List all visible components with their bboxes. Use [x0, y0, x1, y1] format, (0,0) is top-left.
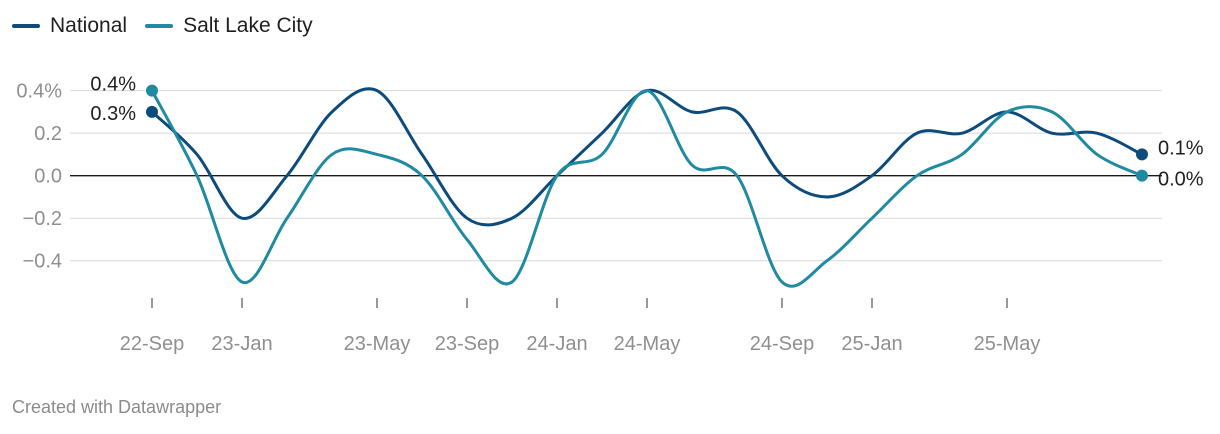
- label-layer: 0.3% 0.1% 0.4% 0.0%: [90, 74, 1203, 191]
- end-label-national: 0.1%: [1158, 137, 1204, 159]
- legend-item-national: National: [12, 14, 127, 38]
- start-point-salt-lake-city: [146, 84, 158, 97]
- series-layer: [146, 84, 1148, 288]
- series-line-salt-lake-city: [150, 89, 1144, 288]
- legend-label-national: National: [50, 14, 128, 37]
- x-tick-label: 23-Jan: [211, 333, 272, 355]
- x-tick-label: 22-Sep: [120, 333, 185, 355]
- grid-layer: 0.4% 0.2 0.0 −0.2 −0.4: [16, 81, 1162, 273]
- y-tick-label: 0.0: [34, 166, 62, 188]
- footer-credit: Created with Datawrapper: [12, 397, 222, 417]
- x-tick-label: 24-Jan: [526, 333, 587, 355]
- y-tick-label: −0.4: [23, 251, 62, 273]
- legend-item-salt-lake-city: Salt Lake City: [145, 14, 313, 38]
- x-tick-label: 23-May: [344, 333, 411, 355]
- series-line-national: [150, 87, 1144, 227]
- x-tick-label: 23-Sep: [435, 333, 500, 355]
- legend-swatch-national: [12, 24, 40, 28]
- y-tick-label: 0.2: [34, 123, 62, 145]
- legend: National Salt Lake City: [12, 14, 313, 38]
- start-label-national: 0.3%: [90, 103, 136, 125]
- start-point-national: [146, 105, 158, 118]
- y-tick-label: 0.4%: [16, 81, 62, 103]
- end-label-salt-lake-city: 0.0%: [1158, 169, 1204, 191]
- x-tick-label: 24-May: [614, 333, 681, 355]
- x-tick-label: 25-Jan: [841, 333, 902, 355]
- axis-layer: 22-Sep 23-Jan 23-May 23-Sep 24-Jan 24-May 24-S…: [120, 298, 1041, 355]
- x-tick-label: 24-Sep: [750, 333, 815, 355]
- legend-swatch-salt-lake-city: [145, 24, 174, 28]
- y-tick-label: −0.2: [23, 208, 62, 230]
- end-point-salt-lake-city: [1136, 169, 1148, 182]
- end-point-national: [1136, 148, 1148, 161]
- x-tick-label: 25-May: [974, 333, 1041, 355]
- legend-label-salt-lake-city: Salt Lake City: [183, 14, 313, 37]
- start-label-salt-lake-city: 0.4%: [90, 74, 136, 96]
